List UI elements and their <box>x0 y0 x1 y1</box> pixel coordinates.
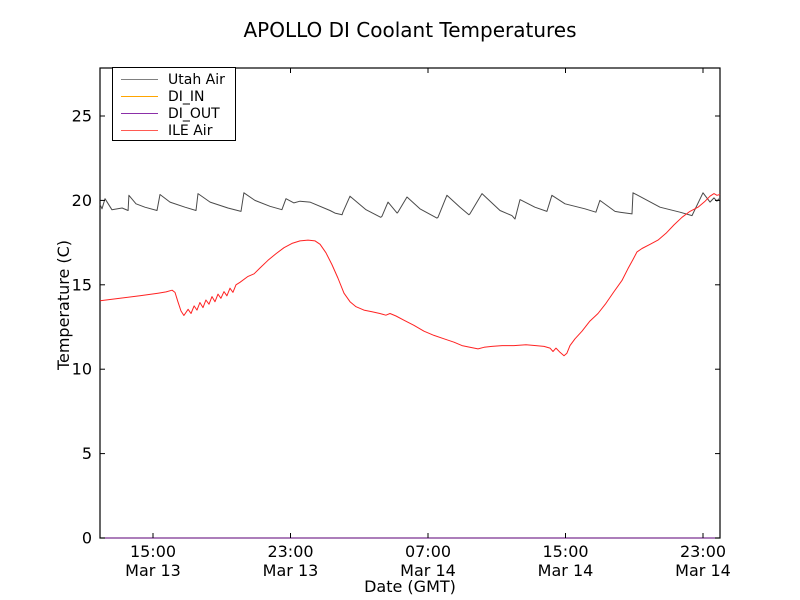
y-tick-label: 10 <box>72 360 92 379</box>
x-tick-label-time: 15:00 <box>542 542 588 561</box>
legend-entry-utah-air: Utah Air <box>113 71 235 88</box>
series-line-ile-air <box>100 193 721 357</box>
legend-label: DI_IN <box>168 88 205 105</box>
x-tick-label-time: 15:00 <box>130 542 176 561</box>
x-tick-label-time: 23:00 <box>267 542 313 561</box>
y-tick-label: 25 <box>72 107 92 126</box>
legend-line-sample-di-in <box>121 96 158 97</box>
chart-title: APOLLO DI Coolant Temperatures <box>243 18 577 42</box>
legend-entry-di-out: DI_OUT <box>113 105 235 122</box>
x-tick-label-date: Mar 13 <box>125 561 181 580</box>
x-axis-label: Date (GMT) <box>364 577 456 596</box>
y-tick-label: 5 <box>82 444 92 463</box>
legend-entry-ile-air: ILE Air <box>113 122 235 139</box>
legend-entry-di-in: DI_IN <box>113 88 235 105</box>
x-tick-label-date: Mar 14 <box>400 561 456 580</box>
series-line-utah-air <box>99 192 720 220</box>
legend-label: DI_OUT <box>168 105 220 122</box>
legend-label: ILE Air <box>168 122 213 139</box>
legend-line-sample-di-out <box>121 113 158 114</box>
legend: Utah Air DI_IN DI_OUT ILE Air <box>112 67 236 141</box>
y-tick-label: 0 <box>82 529 92 548</box>
x-tick-label-date: Mar 14 <box>538 561 594 580</box>
x-tick-label-time: 23:00 <box>680 542 726 561</box>
x-tick-label-time: 07:00 <box>405 542 451 561</box>
legend-line-sample-ile-air <box>121 130 158 131</box>
y-tick-label: 15 <box>72 275 92 294</box>
x-tick-label-date: Mar 13 <box>263 561 319 580</box>
legend-line-sample-utah-air <box>121 79 158 80</box>
y-tick-label: 20 <box>72 191 92 210</box>
x-tick-label-date: Mar 14 <box>675 561 731 580</box>
legend-label: Utah Air <box>168 71 225 88</box>
